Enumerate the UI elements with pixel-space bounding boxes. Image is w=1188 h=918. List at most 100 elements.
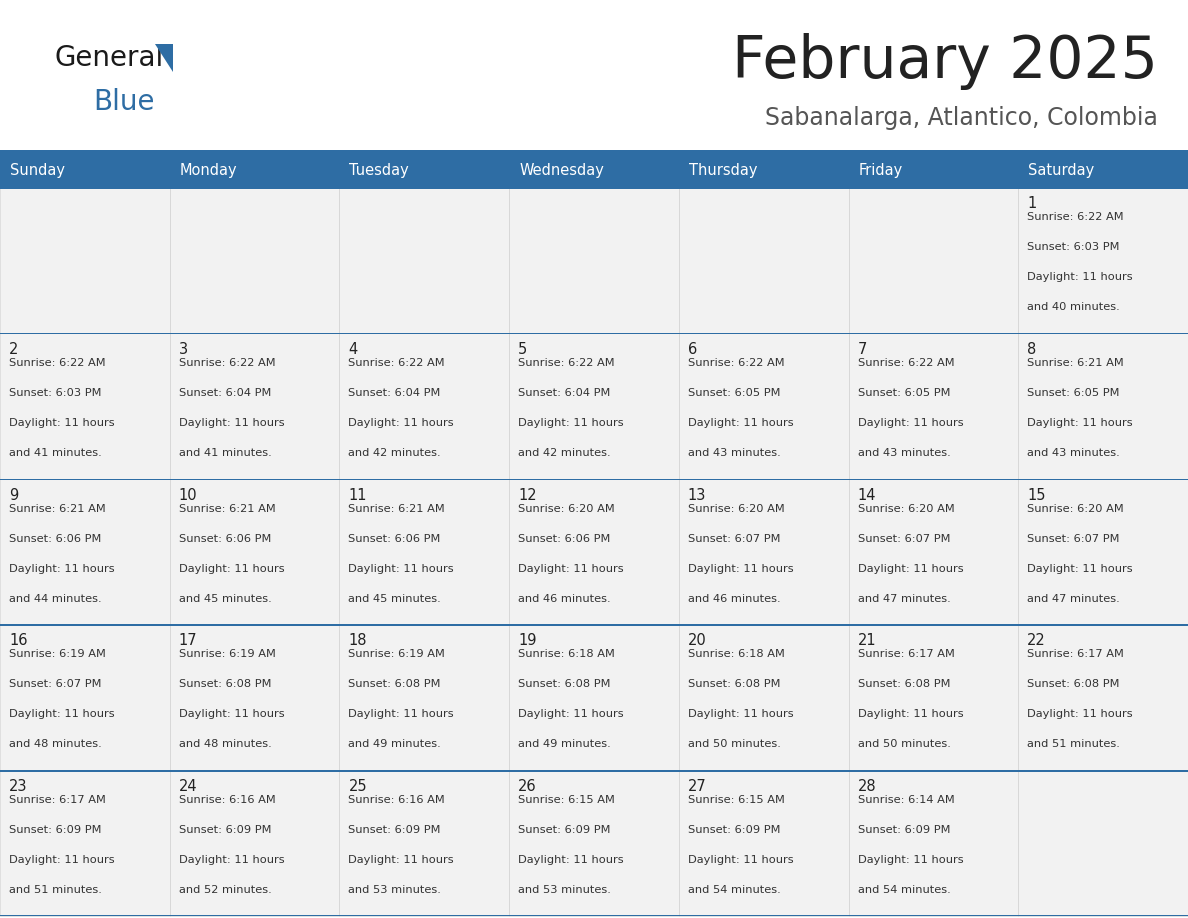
Bar [0, 624, 170, 770]
Text: Sunset: 6:09 PM: Sunset: 6:09 PM [348, 825, 441, 835]
Bar [0, 333, 1188, 334]
Text: Sunset: 6:08 PM: Sunset: 6:08 PM [178, 679, 271, 689]
Text: Sunrise: 6:14 AM: Sunrise: 6:14 AM [858, 795, 954, 805]
Bar [0, 187, 170, 333]
Text: Sunset: 6:06 PM: Sunset: 6:06 PM [10, 533, 101, 543]
Bar [1018, 333, 1188, 478]
Text: 14: 14 [858, 487, 876, 502]
Bar [678, 770, 848, 916]
Text: Sunset: 6:09 PM: Sunset: 6:09 PM [10, 825, 101, 835]
Text: Daylight: 11 hours: Daylight: 11 hours [518, 418, 624, 428]
Text: Sunset: 6:05 PM: Sunset: 6:05 PM [688, 387, 781, 397]
Bar [170, 155, 340, 187]
Text: Sunrise: 6:17 AM: Sunrise: 6:17 AM [1028, 649, 1124, 659]
Bar [1018, 478, 1188, 624]
Bar [0, 333, 170, 478]
Text: 13: 13 [688, 487, 706, 502]
Bar [1018, 155, 1188, 187]
Text: Daylight: 11 hours: Daylight: 11 hours [688, 856, 794, 866]
Bar [340, 770, 510, 916]
Polygon shape [154, 44, 173, 72]
Bar [340, 478, 510, 624]
Bar [0, 155, 170, 187]
Text: 10: 10 [178, 487, 197, 502]
Bar [510, 770, 678, 916]
Text: Sunset: 6:06 PM: Sunset: 6:06 PM [178, 533, 271, 543]
Text: Daylight: 11 hours: Daylight: 11 hours [348, 564, 454, 574]
Text: Daylight: 11 hours: Daylight: 11 hours [348, 710, 454, 720]
Text: Daylight: 11 hours: Daylight: 11 hours [178, 564, 284, 574]
Text: Daylight: 11 hours: Daylight: 11 hours [858, 856, 963, 866]
Text: 20: 20 [688, 633, 707, 648]
Text: Sunset: 6:04 PM: Sunset: 6:04 PM [178, 387, 271, 397]
Text: and 47 minutes.: and 47 minutes. [858, 594, 950, 604]
Text: Sunrise: 6:22 AM: Sunrise: 6:22 AM [1028, 212, 1124, 222]
Bar [678, 187, 848, 333]
Text: Daylight: 11 hours: Daylight: 11 hours [10, 710, 114, 720]
Text: and 43 minutes.: and 43 minutes. [858, 448, 950, 458]
Text: Daylight: 11 hours: Daylight: 11 hours [518, 710, 624, 720]
Text: and 49 minutes.: and 49 minutes. [518, 740, 611, 749]
Text: Sunrise: 6:20 AM: Sunrise: 6:20 AM [518, 504, 615, 513]
Text: Sunrise: 6:17 AM: Sunrise: 6:17 AM [10, 795, 106, 805]
Text: Daylight: 11 hours: Daylight: 11 hours [10, 418, 114, 428]
Text: Daylight: 11 hours: Daylight: 11 hours [518, 564, 624, 574]
Text: and 53 minutes.: and 53 minutes. [518, 885, 611, 895]
Text: Sunrise: 6:16 AM: Sunrise: 6:16 AM [348, 795, 446, 805]
Text: 9: 9 [10, 487, 18, 502]
Text: 18: 18 [348, 633, 367, 648]
Text: 21: 21 [858, 633, 877, 648]
Text: Sunrise: 6:22 AM: Sunrise: 6:22 AM [10, 358, 106, 368]
Text: Daylight: 11 hours: Daylight: 11 hours [178, 418, 284, 428]
Text: Sunrise: 6:19 AM: Sunrise: 6:19 AM [348, 649, 446, 659]
Text: Sunrise: 6:16 AM: Sunrise: 6:16 AM [178, 795, 276, 805]
Text: Sunset: 6:06 PM: Sunset: 6:06 PM [348, 533, 441, 543]
Text: Daylight: 11 hours: Daylight: 11 hours [1028, 564, 1133, 574]
Text: Daylight: 11 hours: Daylight: 11 hours [688, 564, 794, 574]
Text: and 52 minutes.: and 52 minutes. [178, 885, 272, 895]
Text: Sunrise: 6:22 AM: Sunrise: 6:22 AM [348, 358, 446, 368]
Text: Sunrise: 6:22 AM: Sunrise: 6:22 AM [518, 358, 614, 368]
Text: 23: 23 [10, 779, 27, 794]
Text: and 49 minutes.: and 49 minutes. [348, 740, 441, 749]
Text: Sunset: 6:09 PM: Sunset: 6:09 PM [518, 825, 611, 835]
Text: Daylight: 11 hours: Daylight: 11 hours [858, 564, 963, 574]
Text: 28: 28 [858, 779, 877, 794]
Text: Friday: Friday [859, 163, 903, 178]
Text: 17: 17 [178, 633, 197, 648]
Text: 11: 11 [348, 487, 367, 502]
Text: General: General [55, 44, 164, 72]
Text: and 42 minutes.: and 42 minutes. [348, 448, 441, 458]
Text: Monday: Monday [179, 163, 238, 178]
Text: Sunset: 6:07 PM: Sunset: 6:07 PM [1028, 533, 1120, 543]
Text: 12: 12 [518, 487, 537, 502]
Bar [0, 770, 170, 916]
Text: Sunset: 6:04 PM: Sunset: 6:04 PM [348, 387, 441, 397]
Text: Sunset: 6:09 PM: Sunset: 6:09 PM [858, 825, 950, 835]
Text: Sunset: 6:06 PM: Sunset: 6:06 PM [518, 533, 611, 543]
Bar [678, 624, 848, 770]
Bar [848, 770, 1018, 916]
Bar [510, 187, 678, 333]
Text: 16: 16 [10, 633, 27, 648]
Text: Sunrise: 6:15 AM: Sunrise: 6:15 AM [688, 795, 785, 805]
Text: Sunrise: 6:21 AM: Sunrise: 6:21 AM [1028, 358, 1124, 368]
Bar [678, 155, 848, 187]
Text: and 45 minutes.: and 45 minutes. [348, 594, 441, 604]
Text: 25: 25 [348, 779, 367, 794]
Bar [0, 150, 1188, 155]
Bar [1018, 770, 1188, 916]
Text: and 50 minutes.: and 50 minutes. [858, 740, 950, 749]
Text: 19: 19 [518, 633, 537, 648]
Bar [0, 478, 170, 624]
Text: Sunset: 6:08 PM: Sunset: 6:08 PM [858, 679, 950, 689]
Text: and 44 minutes.: and 44 minutes. [10, 594, 102, 604]
Text: Daylight: 11 hours: Daylight: 11 hours [688, 418, 794, 428]
Text: and 40 minutes.: and 40 minutes. [1028, 302, 1120, 312]
Text: 27: 27 [688, 779, 707, 794]
Text: Sunset: 6:07 PM: Sunset: 6:07 PM [10, 679, 101, 689]
Bar [340, 624, 510, 770]
Bar [0, 187, 1188, 188]
Text: Wednesday: Wednesday [519, 163, 604, 178]
Bar [0, 624, 1188, 626]
